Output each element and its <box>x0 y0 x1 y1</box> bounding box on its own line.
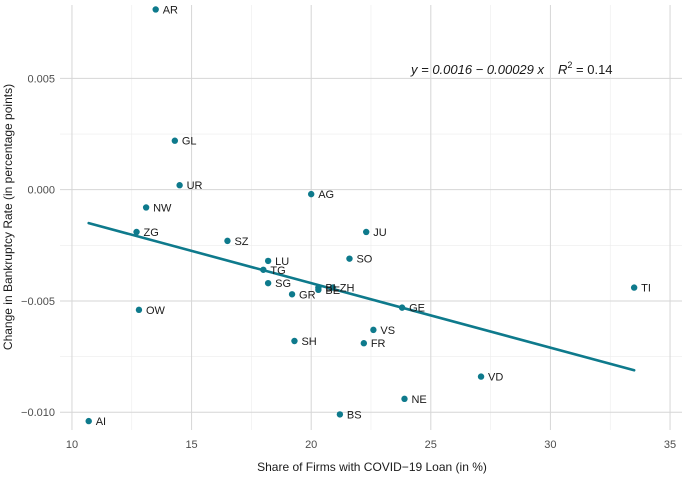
y-axis-title: Change in Bankruptcy Rate (in percentage… <box>1 84 15 350</box>
point-label-lu: LU <box>275 256 289 268</box>
point-ag <box>307 190 315 198</box>
point-zh <box>329 284 336 291</box>
point-zg <box>133 228 140 236</box>
point-be <box>315 286 322 294</box>
point-label-vs: VS <box>380 325 395 337</box>
point-label-be: BE <box>325 285 340 297</box>
x-tick-label: 30 <box>544 439 556 451</box>
x-tick-label: 25 <box>425 439 437 451</box>
y-axis-ticks: −0.010 −0.005 0.000 0.005 <box>21 73 55 419</box>
point-ti <box>630 284 638 291</box>
x-tick-label: 35 <box>664 439 676 451</box>
grid <box>60 5 682 430</box>
point-ge <box>398 304 406 311</box>
point-ar <box>152 6 159 13</box>
point-label-fr: FR <box>371 338 386 350</box>
y-tick-label: 0.005 <box>27 73 55 85</box>
x-axis-title: Share of Firms with COVID−19 Loan (in %) <box>257 460 487 474</box>
point-tg <box>260 266 267 273</box>
x-tick-label: 10 <box>66 439 78 451</box>
point-label-ju: JU <box>373 227 387 239</box>
points-group <box>85 6 638 425</box>
r2-value: = 0.14 <box>572 62 612 77</box>
point-label-sh: SH <box>301 336 316 348</box>
point-label-nw: NW <box>153 202 172 214</box>
point-ur <box>176 182 183 189</box>
point-label-ge: GE <box>409 303 425 315</box>
point-label-tg: TG <box>270 265 285 277</box>
point-vs <box>370 326 377 334</box>
y-tick-label: −0.005 <box>21 296 55 308</box>
point-nw <box>142 204 150 211</box>
point-label-ag: AG <box>318 189 334 201</box>
regression-equation: y = 0.0016 − 0.00029 x <box>410 62 544 77</box>
point-lu <box>264 257 272 265</box>
point-so <box>346 255 353 262</box>
point-gl <box>171 137 179 144</box>
regression-annotation: y = 0.0016 − 0.00029 x R2 = 0.14 <box>410 60 613 77</box>
point-label-sg: SG <box>275 278 291 290</box>
point-sz <box>224 237 231 245</box>
point-label-gl: GL <box>182 136 197 148</box>
point-label-zg: ZG <box>144 227 159 239</box>
y-tick-label: −0.010 <box>21 407 55 419</box>
r2-exponent: 2 <box>567 60 572 70</box>
point-label-ur: UR <box>187 180 203 192</box>
point-ow <box>135 306 143 314</box>
point-label-ti: TI <box>641 283 651 295</box>
x-axis-ticks: 10 15 20 25 30 35 <box>66 439 676 451</box>
point-label-zh: ZH <box>340 283 355 295</box>
point-sg <box>264 279 272 287</box>
point-label-ar: AR <box>163 4 178 16</box>
point-label-vd: VD <box>488 372 503 384</box>
point-label-ai: AI <box>96 416 106 428</box>
point-gr <box>288 291 296 298</box>
point-label-ow: OW <box>146 305 166 317</box>
point-label-bl: BL <box>325 283 338 295</box>
fit-line-group <box>87 221 636 372</box>
point-ju <box>363 228 370 236</box>
point-ai <box>85 417 92 425</box>
point-vd <box>477 373 485 380</box>
point-label-ne: NE <box>411 394 426 406</box>
x-tick-label: 20 <box>305 439 317 451</box>
point-bs <box>336 411 344 418</box>
y-tick-label: 0.000 <box>27 185 55 197</box>
point-label-gr: GR <box>299 289 316 301</box>
regression-line <box>87 221 636 372</box>
point-label-so: SO <box>356 254 372 266</box>
point-ne <box>401 395 408 403</box>
point-fr <box>360 340 368 347</box>
point-label-sz: SZ <box>234 236 248 248</box>
point-label-bs: BS <box>347 409 362 421</box>
x-tick-label: 15 <box>185 439 197 451</box>
r2-symbol: R <box>558 62 567 77</box>
point-sh <box>291 337 298 345</box>
